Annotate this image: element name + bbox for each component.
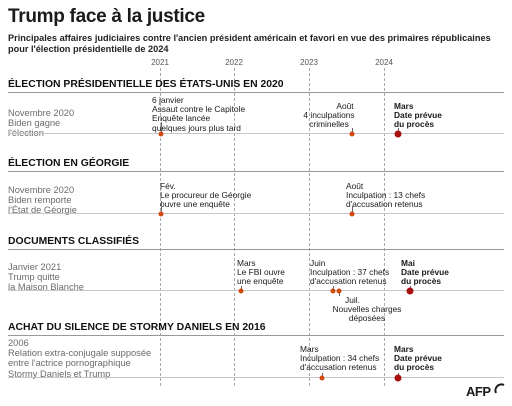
event-text: Inculpation : 13 chefs d'accusation rete… <box>346 190 426 210</box>
timeline-track <box>8 133 504 134</box>
event-text: Le FBI ouvre une enquête <box>237 267 285 287</box>
event-label: 6 janvier <box>152 95 184 105</box>
year-label-2024: 2024 <box>375 58 393 67</box>
event-label: Fév. <box>160 181 176 191</box>
event-label: Mars <box>237 258 256 268</box>
event-text-bold-text: Date prévue du procès <box>394 353 442 373</box>
year-label-2022: 2022 <box>225 58 243 67</box>
event-connector <box>333 286 334 290</box>
year-label-2023: 2023 <box>300 58 318 67</box>
event-label-bold: Mars <box>394 101 414 111</box>
event-text: Nouvelles charges déposées <box>332 304 402 324</box>
page-title: Trump face à la justice <box>8 6 205 27</box>
trial-dot <box>406 287 414 295</box>
event-label: Mars <box>300 344 319 354</box>
section-divider <box>8 335 504 336</box>
timeline-start-lines: 2006 Relation extra-conjugale supposée e… <box>8 338 152 379</box>
year-gridline-2023 <box>309 68 310 386</box>
event-label-bold: Mai <box>401 258 415 268</box>
afp-logo-arc-icon <box>494 383 505 394</box>
timeline-start-lines: Janvier 2021 Trump quitte la Maison Blan… <box>8 262 84 293</box>
timeline-start-text: Novembre 2020 Biden gagne l'élection <box>8 108 158 139</box>
section-title-classified-documents: DOCUMENTS CLASSIFIÉS <box>8 236 140 247</box>
event-text-bold: Date prévue du procès <box>394 353 442 373</box>
event-connector <box>241 286 242 290</box>
year-gridline-2022 <box>234 68 235 386</box>
event-text-bold-text: Date prévue du procès <box>394 110 442 130</box>
event-dot <box>319 375 325 381</box>
event-text-bold: Date prévue du procès <box>401 267 449 287</box>
timeline-start-text: Janvier 2021 Trump quitte la Maison Blan… <box>8 262 158 293</box>
section-divider <box>8 249 504 250</box>
section-title-election-2020: ÉLECTION PRÉSIDENTIELLE DES ÉTATS-UNIS E… <box>8 79 284 90</box>
event-label: Août <box>346 181 364 191</box>
event-label-bold: Mars <box>394 344 414 354</box>
event-dot <box>349 131 355 137</box>
event-dot <box>158 131 164 137</box>
afp-logo: AFP <box>466 384 491 399</box>
event-connector <box>352 128 353 133</box>
trial-dot <box>394 130 402 138</box>
event-dot <box>158 211 164 217</box>
timeline-start-lines: Novembre 2020 Biden gagne l'élection <box>8 108 75 139</box>
event-text-bold-text: Date prévue du procès <box>401 267 449 287</box>
timeline-track <box>8 377 504 378</box>
event-connector <box>322 373 323 377</box>
section-title-georgia: ÉLECTION EN GÉORGIE <box>8 158 130 169</box>
event-dot <box>238 288 244 294</box>
event-text: 4 inculpations criminelles <box>303 110 355 130</box>
event-label: Juil. <box>345 295 360 305</box>
event-dot <box>336 288 342 294</box>
trial-dot <box>394 374 402 382</box>
year-gridline-2021 <box>160 68 161 386</box>
event-dot <box>330 288 336 294</box>
event-connector <box>161 122 162 133</box>
timeline-start-text: Novembre 2020 Biden remporte l'État de G… <box>8 185 158 216</box>
event-dot <box>349 211 355 217</box>
year-label-2021: 2021 <box>151 58 169 67</box>
event-label: Août <box>336 101 354 111</box>
event-label: Juin <box>310 258 326 268</box>
event-connector <box>352 206 353 213</box>
event-text: Le procureur de Géorgie ouvre une enquêt… <box>160 190 252 210</box>
section-divider <box>8 171 504 172</box>
event-text: Inculpation : 37 chefs d'accusation rete… <box>310 267 390 287</box>
event-text: Inculpation : 34 chefs d'accusation rete… <box>300 353 380 373</box>
section-title-stormy-daniels: ACHAT DU SILENCE DE STORMY DANIELS EN 20… <box>8 322 266 333</box>
page-subtitle: Principales affaires judiciaires contre … <box>8 33 491 54</box>
event-label-bold-text: Mars <box>394 344 414 354</box>
year-gridline-2024 <box>384 68 385 386</box>
event-label-bold-text: Mai <box>401 258 415 268</box>
event-connector <box>161 201 162 213</box>
timeline-start-lines: Novembre 2020 Biden remporte l'État de G… <box>8 185 77 216</box>
event-label-bold-text: Mars <box>394 101 414 111</box>
section-divider <box>8 92 504 93</box>
timeline-start-text: 2006 Relation extra-conjugale supposée e… <box>8 338 158 379</box>
timeline-track <box>8 290 504 291</box>
timeline-track <box>8 213 504 214</box>
event-text: Assaut contre le Capitole Enquête lancée… <box>152 104 246 133</box>
event-text-bold: Date prévue du procès <box>394 110 442 130</box>
